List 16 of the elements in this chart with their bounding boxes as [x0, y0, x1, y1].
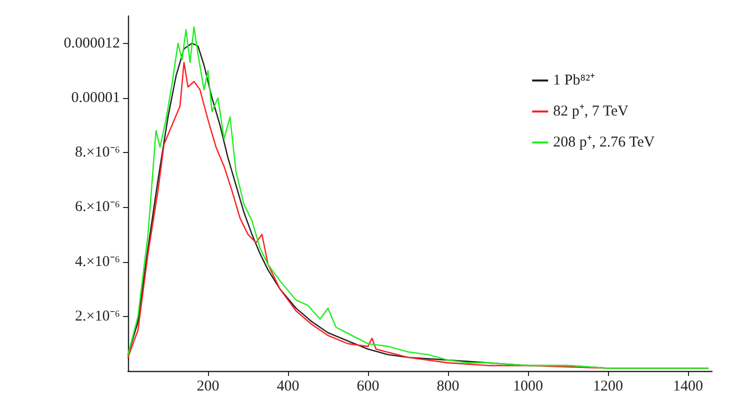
legend-label: 82 p⁺, 7 TeV	[553, 104, 629, 120]
y-tick-label: 4.×10⁻⁶	[75, 254, 120, 270]
x-tick-label: 200	[196, 378, 220, 394]
x-tick-label: 400	[276, 378, 300, 394]
x-tick-label: 600	[356, 378, 380, 394]
x-tick-label: 1200	[593, 378, 623, 394]
y-tick-label: 8.×10⁻⁶	[75, 144, 120, 161]
legend-label: 208 p⁺, 2.76 TeV	[553, 134, 655, 150]
y-tick-label: 0.00001	[71, 90, 120, 106]
x-tick-label: 800	[436, 378, 460, 394]
y-tick-label: 2.×10⁻⁶	[75, 308, 120, 324]
y-tick-label: 0.000012	[64, 35, 120, 52]
y-tick-label: 6.×10⁻⁶	[75, 199, 120, 216]
x-tick-label: 1400	[673, 378, 703, 394]
x-tick-label: 1000	[513, 378, 543, 394]
legend-label: 1 Pb⁸²⁺	[553, 72, 595, 88]
